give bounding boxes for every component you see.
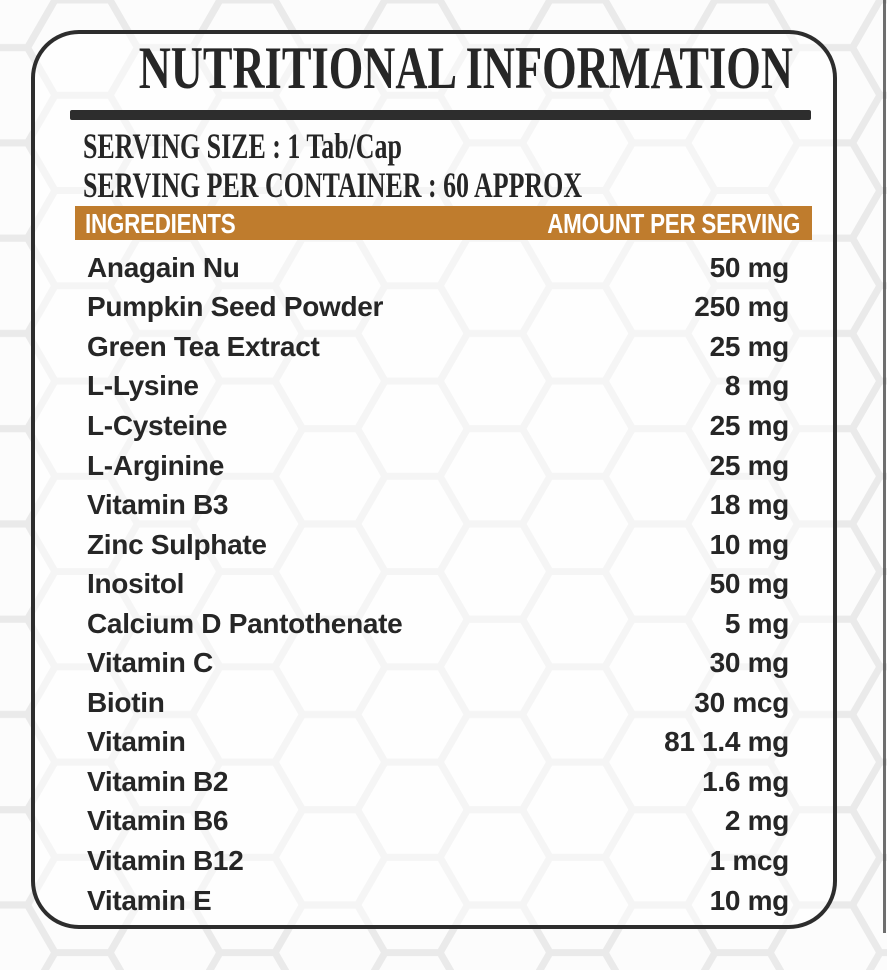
ingredient-amount: 2 mg — [724, 805, 789, 837]
table-row: Vitamin B3 18 mg — [87, 485, 789, 525]
ingredients-table: Anagain Nu 50 mg Pumpkin Seed Powder 250… — [87, 248, 789, 920]
panel-title: NUTRITIONAL INFORMATION — [138, 35, 793, 101]
table-header-bar: INGREDIENTS AMOUNT PER SERVING — [75, 206, 812, 240]
table-row: L-Lysine 8 mg — [87, 367, 789, 407]
serving-per-container-line: SERVING PER CONTAINER : 60 APPROX — [83, 165, 583, 205]
table-row: L-Cysteine 25 mg — [87, 406, 789, 446]
ingredient-name: Calcium D Pantothenate — [87, 607, 403, 639]
ingredient-name: Anagain Nu — [87, 251, 240, 283]
ingredient-amount: 30 mcg — [694, 686, 789, 718]
amount-header-label: AMOUNT PER SERVING — [547, 208, 800, 239]
ingredient-amount: 8 mg — [724, 370, 789, 402]
ingredient-amount: 10 mg — [709, 884, 790, 916]
table-row: Biotin 30 mcg — [87, 683, 789, 723]
ingredient-name: Vitamin — [87, 726, 186, 758]
ingredient-amount: 1 mcg — [709, 844, 790, 876]
table-row: Vitamin E 10 mg — [87, 881, 789, 921]
ingredient-amount: 50 mg — [709, 568, 790, 600]
ingredient-amount: 10 mg — [709, 528, 790, 560]
nutrition-panel: NUTRITIONAL INFORMATION SERVING SIZE : 1… — [31, 30, 837, 929]
table-row: Vitamin C 30 mg — [87, 643, 789, 683]
table-row: Vitamin B6 2 mg — [87, 802, 789, 842]
ingredient-amount: 25 mg — [709, 409, 790, 441]
ingredients-header-label: INGREDIENTS — [85, 208, 236, 239]
table-row: Zinc Sulphate 10 mg — [87, 525, 789, 565]
title-divider — [70, 110, 811, 120]
table-row: Vitamin B2 1.6 mg — [87, 762, 789, 802]
ingredient-name: Vitamin B3 — [87, 489, 229, 521]
ingredient-name: Pumpkin Seed Powder — [87, 291, 384, 323]
ingredient-name: Green Tea Extract — [87, 330, 320, 362]
photo-edge-artifact — [883, 0, 886, 933]
ingredient-amount: 50 mg — [709, 251, 790, 283]
ingredient-amount: 1.6 mg — [702, 765, 789, 797]
ingredient-amount: 25 mg — [709, 449, 790, 481]
ingredient-name: Biotin — [87, 686, 165, 718]
table-row: Pumpkin Seed Powder 250 mg — [87, 288, 789, 328]
ingredient-amount: 18 mg — [709, 489, 790, 521]
ingredient-name: Vitamin E — [87, 884, 212, 916]
ingredient-name: Zinc Sulphate — [87, 528, 267, 560]
ingredient-amount: 81 1.4 mg — [664, 726, 789, 758]
ingredient-name: Inositol — [87, 568, 185, 600]
ingredient-name: L-Arginine — [87, 449, 224, 481]
ingredient-amount: 250 mg — [694, 291, 789, 323]
table-row: Green Tea Extract 25 mg — [87, 327, 789, 367]
table-row: Calcium D Pantothenate 5 mg — [87, 604, 789, 644]
serving-size-line: SERVING SIZE : 1 Tab/Cap — [83, 126, 402, 166]
ingredient-name: Vitamin B12 — [87, 844, 244, 876]
table-row: L-Arginine 25 mg — [87, 446, 789, 486]
table-row: Vitamin 81 1.4 mg — [87, 723, 789, 763]
table-row: Inositol 50 mg — [87, 564, 789, 604]
table-row: Anagain Nu 50 mg — [87, 248, 789, 288]
ingredient-name: L-Cysteine — [87, 409, 228, 441]
ingredient-name: L-Lysine — [87, 370, 199, 402]
ingredient-name: Vitamin B2 — [87, 765, 229, 797]
ingredient-name: Vitamin C — [87, 647, 213, 679]
ingredient-amount: 30 mg — [709, 647, 790, 679]
ingredient-amount: 25 mg — [709, 330, 790, 362]
ingredient-name: Vitamin B6 — [87, 805, 229, 837]
table-row: Vitamin B12 1 mcg — [87, 841, 789, 881]
ingredient-amount: 5 mg — [724, 607, 789, 639]
